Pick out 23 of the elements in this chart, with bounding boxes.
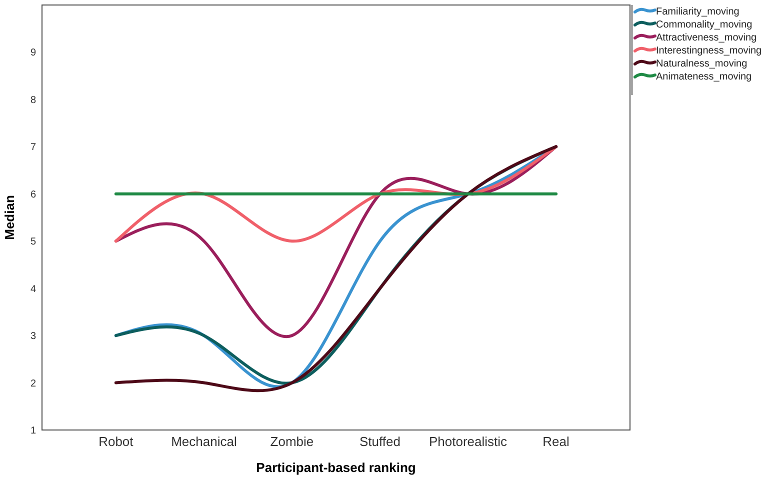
x-tick-label: Robot <box>98 434 134 449</box>
y-tick-label: 1 <box>30 426 36 436</box>
x-tick-label: Real <box>542 434 570 449</box>
legend-label: Familiarity_moving <box>656 6 740 18</box>
x-tick-label: Stuffed <box>360 434 400 449</box>
legend-label: Attractiveness_moving <box>656 32 757 44</box>
x-tick-label: Photorealistic <box>429 434 508 449</box>
y-tick-label: 7 <box>30 142 36 154</box>
y-axis-title: Median <box>2 195 17 240</box>
legend-label: Animateness_moving <box>656 72 752 82</box>
y-tick-label: 2 <box>30 378 36 390</box>
y-tick-label: 3 <box>30 331 36 342</box>
y-tick-label: 9 <box>30 48 36 59</box>
legend-label: Naturalness_moving <box>656 58 748 70</box>
y-tick-label: 6 <box>30 189 36 200</box>
x-axis-title: Participant-based ranking <box>256 460 416 475</box>
y-tick-label: 8 <box>30 94 36 106</box>
legend-label: Interestingness_moving <box>656 46 762 56</box>
y-tick-label: 4 <box>30 284 36 295</box>
x-tick-label: Zombie <box>270 434 314 449</box>
y-tick-label: 5 <box>30 236 36 248</box>
legend-label: Commonality_moving <box>656 20 752 30</box>
x-tick-label: Mechanical <box>171 434 237 449</box>
